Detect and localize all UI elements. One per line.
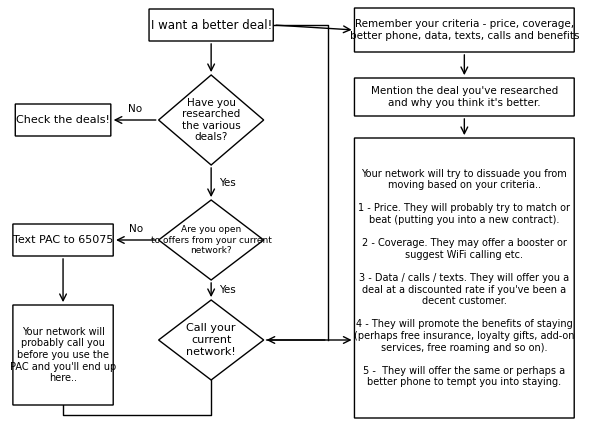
- Text: Text PAC to 65075: Text PAC to 65075: [13, 235, 113, 245]
- Polygon shape: [158, 75, 264, 165]
- Text: Yes: Yes: [219, 285, 235, 295]
- FancyBboxPatch shape: [355, 138, 574, 418]
- Text: Mention the deal you've researched
and why you think it's better.: Mention the deal you've researched and w…: [371, 86, 558, 108]
- FancyBboxPatch shape: [355, 8, 574, 52]
- Text: Have you
researched
the various
deals?: Have you researched the various deals?: [182, 98, 241, 142]
- Text: Check the deals!: Check the deals!: [16, 115, 110, 125]
- Text: Your network will
probably call you
before you use the
PAC and you'll end up
her: Your network will probably call you befo…: [10, 327, 116, 383]
- FancyBboxPatch shape: [13, 224, 113, 256]
- Polygon shape: [158, 200, 264, 280]
- Text: No: No: [128, 104, 141, 114]
- Text: No: No: [129, 224, 143, 234]
- Text: Call your
current
network!: Call your current network!: [186, 323, 236, 357]
- FancyBboxPatch shape: [149, 9, 273, 41]
- Text: Remember your criteria - price, coverage,
better phone, data, texts, calls and b: Remember your criteria - price, coverage…: [350, 19, 579, 41]
- FancyBboxPatch shape: [13, 305, 113, 405]
- FancyBboxPatch shape: [15, 104, 111, 136]
- Text: Yes: Yes: [219, 178, 235, 187]
- Text: I want a better deal!: I want a better deal!: [150, 19, 272, 32]
- Polygon shape: [158, 300, 264, 380]
- Text: Are you open
to offers from your current
network?: Are you open to offers from your current…: [150, 225, 272, 255]
- Text: Your network will try to dissuade you from
moving based on your criteria..

1 - : Your network will try to dissuade you fr…: [354, 168, 574, 387]
- FancyBboxPatch shape: [355, 78, 574, 116]
